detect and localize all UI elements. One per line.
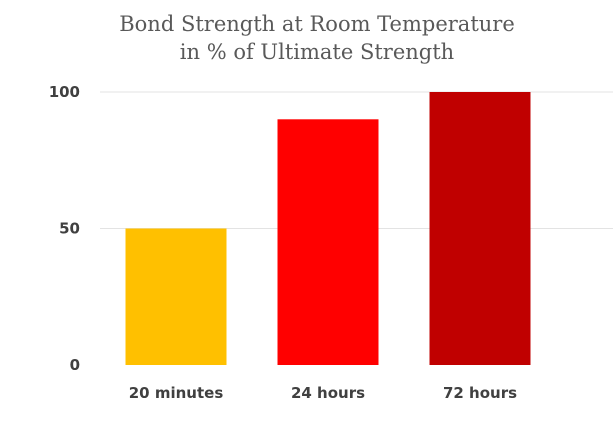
chart-title: Bond Strength at Room Temperature xyxy=(119,12,515,36)
y-axis-ticks: 0 50 100 xyxy=(49,83,80,374)
x-category-label: 72 hours xyxy=(443,384,517,402)
chart-subtitle: in % of Ultimate Strength xyxy=(180,40,454,64)
x-axis-categories: 20 minutes 24 hours 72 hours xyxy=(129,384,517,402)
y-tick-label: 100 xyxy=(49,83,80,101)
bar-72-hours xyxy=(429,92,531,365)
bar-20-minutes xyxy=(125,228,227,365)
x-category-label: 24 hours xyxy=(291,384,365,402)
y-tick-label: 0 xyxy=(70,356,80,374)
bar-24-hours xyxy=(277,119,379,365)
y-tick-label: 50 xyxy=(59,220,80,238)
x-category-label: 20 minutes xyxy=(129,384,224,402)
bars xyxy=(125,92,531,365)
